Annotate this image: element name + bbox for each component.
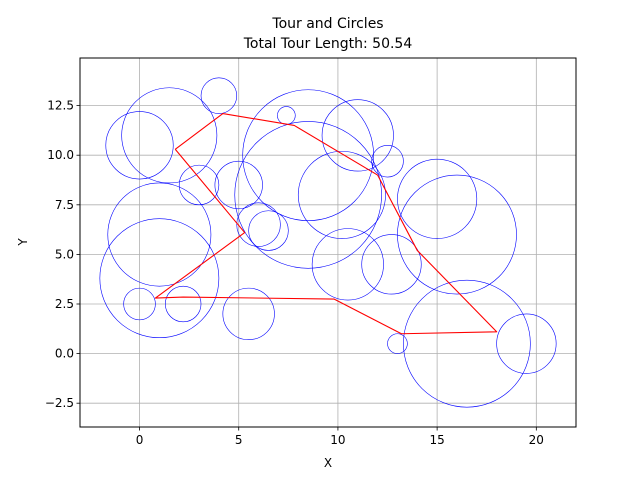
circle	[397, 174, 517, 295]
circle	[371, 144, 404, 178]
circle	[496, 313, 557, 374]
ticks: 0 5 10 15 20 −2.5 0.0 2.5 5.0 7.5 10.0 12.5	[45, 99, 544, 447]
x-tick-label: 20	[529, 433, 544, 447]
chart-subtitle: Total Tour Length: 50.54	[243, 36, 413, 52]
circles	[99, 77, 557, 408]
tour	[154, 113, 498, 335]
circle	[121, 87, 218, 184]
y-axis-label: Y	[16, 238, 30, 247]
y-tick-label: 0.0	[55, 347, 74, 361]
y-tick-label: 5.0	[55, 247, 74, 261]
plot-frame	[79, 57, 577, 428]
circle	[105, 111, 174, 180]
circle	[236, 202, 281, 247]
grid	[80, 58, 576, 427]
x-tick-label: 15	[429, 433, 444, 447]
circle	[397, 158, 478, 239]
circle	[200, 77, 238, 114]
circle	[248, 210, 289, 251]
y-tick-label: −2.5	[45, 396, 74, 410]
y-tick-label: 2.5	[55, 297, 74, 311]
x-tick-label: 0	[136, 433, 144, 447]
chart-title: Tour and Circles	[271, 16, 383, 32]
circle	[214, 160, 263, 210]
circle	[178, 164, 220, 206]
x-tick-label: 5	[235, 433, 243, 447]
circle	[361, 234, 422, 295]
y-tick-label: 7.5	[55, 198, 74, 212]
circle	[297, 150, 386, 239]
y-tick-label: 10.0	[47, 148, 74, 162]
circle	[99, 218, 220, 339]
x-tick-label: 10	[330, 433, 345, 447]
tour-path	[154, 113, 498, 335]
circle	[123, 287, 156, 321]
circle	[387, 333, 408, 354]
circle	[321, 99, 394, 172]
circle	[311, 228, 384, 301]
circle	[403, 279, 531, 408]
circle	[222, 287, 275, 341]
circle	[242, 89, 374, 221]
x-axis-label: X	[324, 456, 332, 470]
y-tick-label: 12.5	[47, 99, 74, 113]
circle	[234, 121, 382, 269]
circle	[165, 285, 202, 323]
circle	[107, 182, 212, 287]
